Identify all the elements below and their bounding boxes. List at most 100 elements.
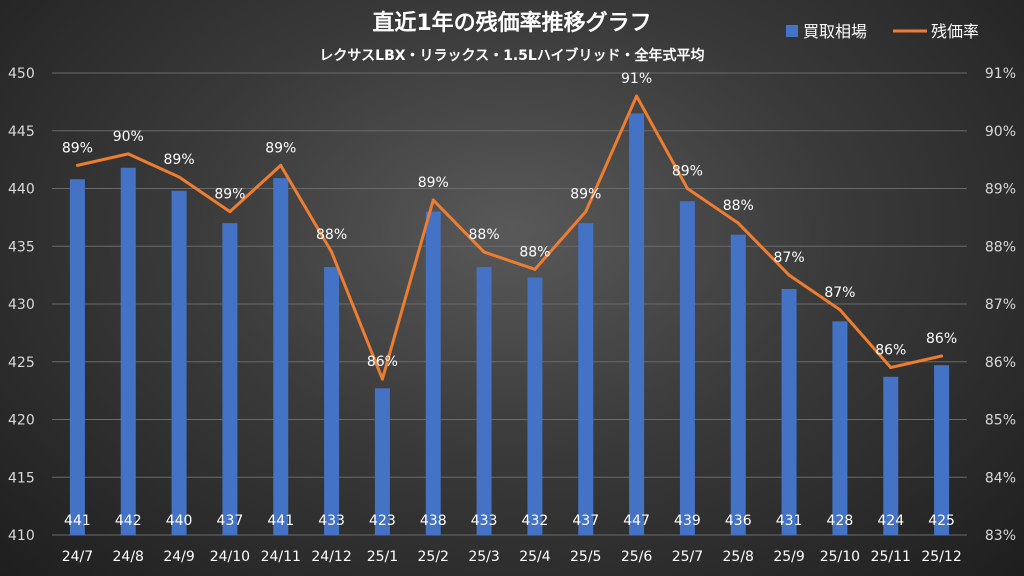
x-tick-label: 25/10 [820, 549, 860, 565]
line-point [380, 377, 384, 381]
bar-series: 441 442 440 437 441 433 423 438 433 432 437 447 439 4… [64, 113, 955, 536]
x-tick-label: 24/10 [210, 549, 250, 565]
bar-value-label: 440 [166, 513, 193, 529]
bar [273, 178, 289, 536]
line-value-label: 88% [316, 227, 347, 243]
y-axis-left: 410 415 420 425 430 435 440 445 450 [8, 66, 35, 544]
y-right-tick-label: 86% [985, 355, 1016, 371]
bar-value-label: 437 [217, 513, 244, 529]
bar [934, 365, 950, 535]
bar [730, 234, 746, 535]
line-series [75, 94, 944, 381]
y-left-tick-label: 450 [8, 66, 35, 82]
x-tick-label: 25/6 [621, 549, 653, 565]
bar-value-label: 428 [827, 513, 854, 529]
bar [120, 167, 136, 535]
bar-value-label: 442 [115, 513, 142, 529]
line-point [482, 250, 486, 254]
y-right-tick-label: 84% [985, 470, 1016, 486]
line-value-label: 89% [672, 164, 703, 180]
bar [476, 267, 492, 535]
y-left-tick-label: 435 [8, 239, 35, 255]
line-series-path [77, 94, 942, 381]
y-left-tick-label: 420 [8, 413, 35, 429]
line-value-label: 87% [824, 285, 855, 301]
line-value-label: 86% [875, 343, 906, 359]
x-tick-label: 25/5 [570, 549, 601, 565]
bar [629, 113, 645, 536]
y-right-tick-label: 85% [985, 413, 1016, 429]
bar-value-label: 439 [674, 513, 701, 529]
y-left-tick-label: 430 [8, 297, 35, 313]
bar-value-label: 441 [64, 513, 91, 529]
x-tick-label: 24/7 [62, 549, 93, 565]
x-tick-label: 25/12 [921, 549, 961, 565]
line-value-label: 89% [164, 152, 195, 168]
gridlines [52, 72, 967, 536]
y-left-tick-label: 410 [8, 528, 35, 544]
line-value-label: 89% [265, 140, 296, 156]
line-value-label: 88% [723, 198, 754, 214]
x-tick-label: 25/9 [773, 549, 804, 565]
y-right-tick-label: 91% [985, 66, 1016, 82]
x-tick-label: 25/8 [723, 549, 754, 565]
bar [425, 211, 441, 535]
bar [324, 267, 340, 535]
line-point [75, 163, 79, 167]
bar-value-label: 436 [725, 513, 752, 529]
line-point [838, 308, 842, 312]
line-point [279, 163, 283, 167]
x-tick-label: 25/3 [468, 549, 499, 565]
line-value-label: 88% [469, 227, 500, 243]
bar-value-label: 424 [877, 513, 904, 529]
line-value-label: 89% [570, 187, 601, 203]
x-tick-label: 25/4 [519, 549, 551, 565]
line-point [635, 94, 639, 98]
x-tick-label: 24/11 [261, 549, 301, 565]
chart-title: 直近1年の残価率推移グラフ [372, 10, 651, 36]
line-point [889, 366, 893, 370]
y-axis-right: 83% 84% 85% 86% 87% 88% 89% 90% 91% [985, 66, 1016, 544]
line-value-label: 91% [621, 71, 652, 87]
bar-value-label: 447 [623, 513, 650, 529]
line-point [533, 267, 537, 271]
line-point [177, 175, 181, 179]
line-point [584, 210, 588, 214]
bar [781, 288, 797, 535]
y-left-tick-label: 445 [8, 124, 35, 140]
y-right-tick-label: 83% [985, 528, 1016, 544]
line-point [330, 250, 334, 254]
line-value-label: 86% [926, 331, 957, 347]
chart-subtitle: レクサスLBX・リラックス・1.5Lハイブリッド・全年式平均 [319, 47, 704, 64]
x-tick-label: 24/9 [163, 549, 194, 565]
line-value-label: 88% [519, 244, 550, 260]
y-right-tick-label: 90% [985, 124, 1016, 140]
bar-value-label: 433 [318, 513, 345, 529]
line-point [736, 221, 740, 225]
bar [578, 223, 594, 535]
bar [171, 190, 187, 535]
legend-swatch-bar [786, 25, 798, 37]
line-point [685, 187, 689, 190]
bar-value-label: 437 [572, 513, 599, 529]
bar-value-label: 431 [776, 513, 803, 529]
bar [374, 388, 390, 535]
x-tick-label: 24/8 [113, 549, 144, 565]
line-point [787, 273, 791, 277]
x-tick-label: 25/2 [418, 549, 449, 565]
bar [883, 376, 899, 535]
legend-label-line: 残価率 [931, 22, 979, 41]
x-tick-label: 25/1 [367, 549, 398, 565]
line-point [228, 210, 232, 214]
line-value-label: 89% [214, 187, 245, 203]
x-tick-label: 25/11 [871, 549, 911, 565]
x-tick-label: 24/12 [311, 549, 351, 565]
bar [222, 223, 238, 535]
x-tick-label: 25/7 [672, 549, 703, 565]
legend: 買取相場 残価率 [786, 22, 979, 41]
bar [527, 277, 543, 535]
y-left-tick-label: 425 [8, 355, 35, 371]
line-value-label: 89% [418, 175, 449, 191]
